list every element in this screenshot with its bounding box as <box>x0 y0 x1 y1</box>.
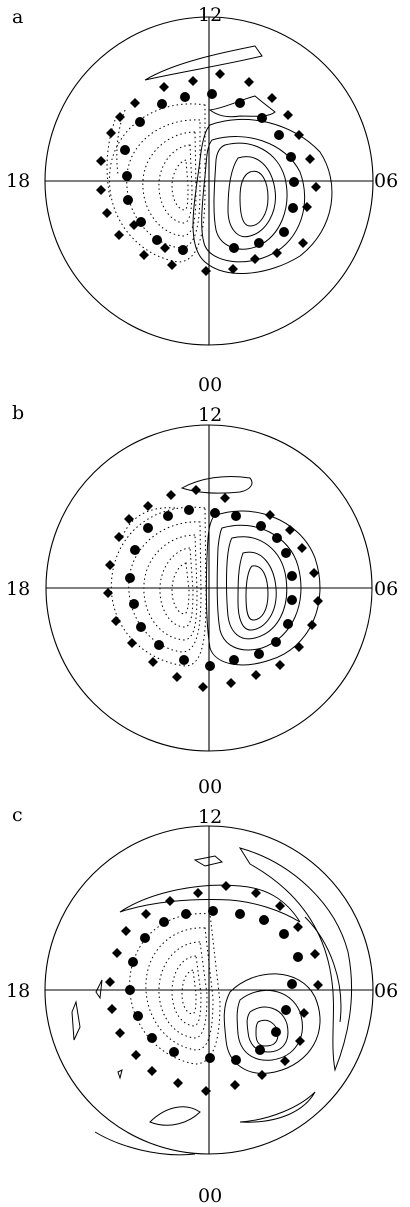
label-12: 12 <box>198 806 223 828</box>
label-12: 12 <box>198 4 223 26</box>
label-12: 12 <box>198 404 223 426</box>
diamond-markers <box>96 69 321 276</box>
label-00: 00 <box>198 1185 223 1207</box>
polar-plot-a <box>44 16 374 346</box>
circle-markers <box>125 505 297 671</box>
polar-plot-c <box>44 825 374 1156</box>
solid-contours <box>180 475 321 666</box>
label-18: 18 <box>6 578 31 600</box>
dotted-contours <box>106 103 206 263</box>
polar-panel-c: c 12 18 06 00 <box>0 802 410 1207</box>
label-06: 06 <box>374 578 399 600</box>
polar-panel-a: a 12 18 06 00 <box>0 0 410 400</box>
diamond-markers <box>103 485 323 692</box>
label-18: 18 <box>6 170 31 192</box>
dotted-contours <box>110 506 207 667</box>
solid-contours <box>71 847 353 1156</box>
label-00: 00 <box>198 374 223 396</box>
circle-markers <box>120 89 299 255</box>
panel-letter: a <box>12 6 24 28</box>
panel-letter: c <box>12 804 23 826</box>
dotted-contours <box>129 913 221 1065</box>
label-00: 00 <box>198 776 223 798</box>
panel-letter: b <box>12 402 25 424</box>
circle-markers <box>125 906 303 1065</box>
polar-panel-b: b 12 18 06 00 <box>0 398 410 803</box>
label-06: 06 <box>374 980 399 1002</box>
label-18: 18 <box>6 980 31 1002</box>
diamond-markers <box>105 881 323 1096</box>
polar-plot-b <box>45 424 373 752</box>
label-06: 06 <box>374 170 399 192</box>
